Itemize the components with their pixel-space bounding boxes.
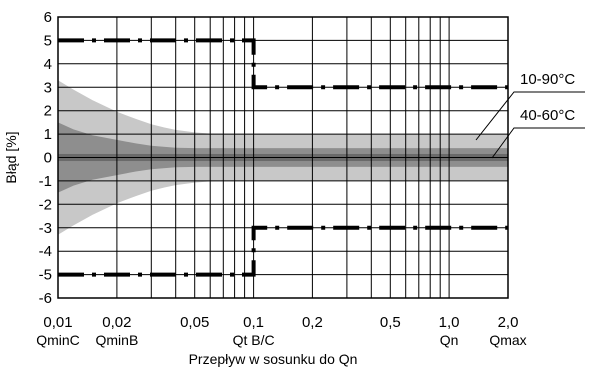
y-tick-label: 6 bbox=[44, 9, 52, 26]
plot-frame bbox=[57, 16, 509, 299]
x-tick-label: 0,2 bbox=[302, 314, 323, 331]
error-limit-lines bbox=[58, 38, 508, 277]
x-tick-sublabel: Qmax bbox=[489, 332, 526, 348]
y-tick-label: 1 bbox=[44, 126, 52, 143]
limit-line-lower bbox=[58, 225, 508, 277]
x-tick-label: 0,05 bbox=[180, 314, 209, 331]
limit-line-upper bbox=[58, 38, 508, 90]
x-tick-sublabel: QminB bbox=[96, 332, 139, 348]
annotation-leader-0 bbox=[475, 91, 585, 141]
y-tick-label: 5 bbox=[44, 32, 52, 49]
y-tick-label: -4 bbox=[39, 243, 52, 260]
y-tick-label: -2 bbox=[39, 196, 52, 213]
y-tick-label: 4 bbox=[44, 56, 52, 73]
annotation-label: 10-90°C bbox=[520, 71, 575, 88]
y-tick-labels: 6 5 4 3 2 1 0 -1 -2 -3 -4 -5 -6 bbox=[39, 9, 52, 307]
y-tick-label: -5 bbox=[39, 267, 52, 284]
x-tick-label: 1,0 bbox=[439, 314, 460, 331]
x-tick-sublabel: Qn bbox=[440, 332, 459, 348]
annotation-leaders bbox=[475, 91, 585, 159]
x-tick-label: 0,01 bbox=[43, 314, 72, 331]
y-tick-label: 3 bbox=[44, 79, 52, 96]
x-tick-sublabel: Qt B/C bbox=[233, 332, 275, 348]
band-annotations: 10-90°C 40-60°C bbox=[520, 71, 575, 124]
y-tick-label: -3 bbox=[39, 220, 52, 237]
y-tick-label: -6 bbox=[39, 290, 52, 307]
x-tick-label: 0,02 bbox=[102, 314, 131, 331]
grid-lines bbox=[57, 16, 509, 299]
x-axis-label: Przepływ w sosunku do Qn bbox=[189, 351, 358, 367]
x-tick-label: 0,1 bbox=[243, 314, 264, 331]
y-tick-label: -1 bbox=[39, 173, 52, 190]
x-tick-sublabel: QminC bbox=[36, 332, 80, 348]
y-tick-label: 0 bbox=[44, 150, 52, 167]
annotation-label: 40-60°C bbox=[520, 107, 575, 124]
y-axis-label: Błąd [%] bbox=[3, 131, 19, 183]
x-tick-label: 2,0 bbox=[498, 314, 519, 331]
x-tick-label: 0,5 bbox=[380, 314, 401, 331]
annotation-leader-1 bbox=[491, 127, 585, 159]
y-tick-label: 2 bbox=[44, 103, 52, 120]
